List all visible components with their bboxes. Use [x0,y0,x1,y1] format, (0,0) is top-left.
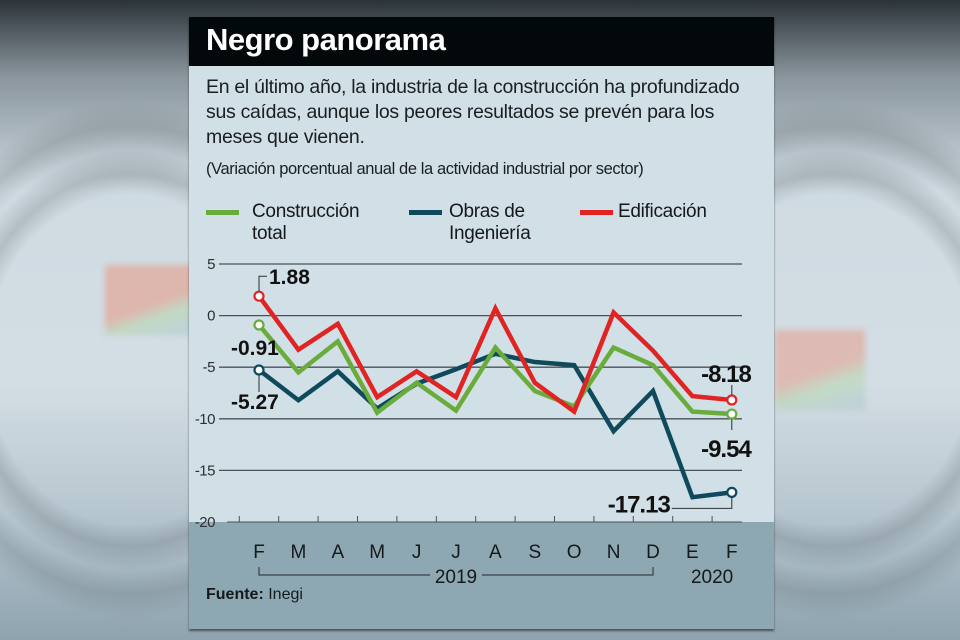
series-line-0 [257,323,732,417]
y-tick-label: -5 [203,359,215,376]
annotation-label: -9.54 [701,436,752,463]
x-tick-label: J [451,542,461,563]
year-label: 2020 [691,567,733,588]
legend-label: Ingeniería [449,223,531,244]
legend-label: total [252,223,287,244]
x-tick-label: A [331,542,344,563]
page-title: Negro panorama [206,22,446,57]
data-point-marker [253,364,265,376]
annotation-label: -0.91 [231,337,279,360]
x-tick-label: M [369,542,385,563]
x-tick-label: F [726,542,738,563]
x-tick-label: D [646,542,660,563]
annotation-label: -17.13 [608,491,671,518]
x-tick-label: S [528,542,541,563]
description: En el último año, la industria de la con… [206,76,740,148]
y-tick-label: 5 [207,256,215,273]
x-tick-label: N [607,542,621,563]
x-tick-label: M [290,542,306,563]
series-line-2 [257,294,733,416]
legend-item-obras: Obras de Ingeniería [409,201,531,245]
legend-label: Edificación [618,201,707,222]
data-point-marker [726,408,738,420]
source-note: Fuente: Inegi [206,586,303,604]
data-point-marker [726,486,738,498]
data-point-marker [253,290,265,302]
y-tick-label: -15 [195,462,215,479]
x-tick-label: O [567,542,582,563]
legend-item-edificacion: Edificación [580,201,707,223]
legend-swatch-blue [409,210,442,215]
x-tick-label: F [253,542,265,563]
annotation-label: -8.18 [701,361,751,388]
year-label: 2019 [435,567,477,588]
series-line-1 [257,351,733,500]
annotation-leader [671,497,733,509]
annotation-label: -5.27 [231,391,279,414]
line-chart: 5 0 -5 -10 -15 -20 F M A M J J A S O N D E F 2019 2020 1.88 -0… [195,256,754,588]
legend-item-construccion: Construcción total [206,201,360,245]
legend-swatch-green [206,210,239,215]
infographic-card: Negro panorama En el último año, la indu… [189,17,774,629]
y-tick-label: -20 [195,514,215,531]
background-color-swatch-right [775,330,865,410]
y-tick-label: 0 [207,308,215,325]
annotation-label: 1.88 [269,266,310,289]
data-point-marker [726,394,738,406]
source-label: Fuente: [206,586,264,603]
chart-subtitle: (Variación porcentual anual de la activi… [206,160,644,178]
source-value: Inegi [268,586,303,603]
x-tick-label: A [489,542,502,563]
legend-label: Construcción [252,201,360,222]
x-tick-label: E [686,542,699,563]
legend-label: Obras de [449,201,525,222]
year-bracket [258,567,654,576]
title-bar: Negro panorama [189,17,774,66]
y-tick-label: -10 [195,411,215,428]
legend-swatch-red [580,210,613,215]
x-tick-label: J [412,542,422,563]
data-point-marker [253,319,265,331]
annotation-leader [258,275,267,292]
background-color-swatch-left [105,265,195,335]
